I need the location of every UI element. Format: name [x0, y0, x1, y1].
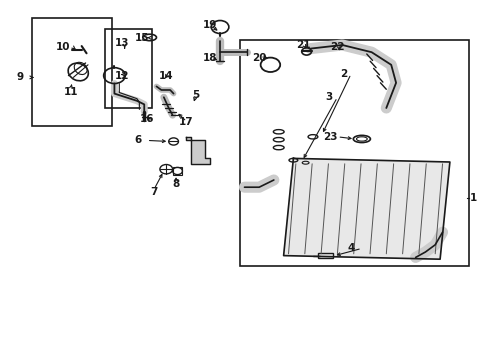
- Text: 23: 23: [322, 132, 337, 142]
- Text: 8: 8: [172, 179, 179, 189]
- Text: 20: 20: [251, 53, 266, 63]
- Text: 1: 1: [468, 193, 476, 203]
- Text: 21: 21: [295, 40, 310, 50]
- Text: 11: 11: [63, 87, 78, 97]
- Bar: [105, 29, 151, 108]
- Text: 9: 9: [16, 72, 23, 82]
- Text: 5: 5: [192, 90, 199, 100]
- Text: 2: 2: [339, 69, 346, 79]
- Bar: [32, 18, 112, 126]
- Text: 14: 14: [159, 71, 173, 81]
- Text: 10: 10: [56, 42, 71, 52]
- Polygon shape: [283, 158, 449, 259]
- Text: 16: 16: [139, 114, 154, 124]
- Text: 22: 22: [329, 42, 344, 52]
- Text: 7: 7: [150, 186, 158, 197]
- Text: 12: 12: [115, 71, 129, 81]
- Text: 17: 17: [178, 117, 193, 127]
- Text: 13: 13: [115, 38, 129, 48]
- Text: 3: 3: [325, 92, 332, 102]
- Text: 18: 18: [203, 53, 217, 63]
- Bar: [317, 253, 332, 258]
- Text: 15: 15: [134, 33, 149, 43]
- Bar: [239, 40, 468, 266]
- Text: 4: 4: [346, 243, 354, 253]
- Bar: [172, 167, 182, 175]
- Text: 19: 19: [203, 20, 217, 30]
- Text: 6: 6: [134, 135, 142, 145]
- Polygon shape: [185, 137, 210, 164]
